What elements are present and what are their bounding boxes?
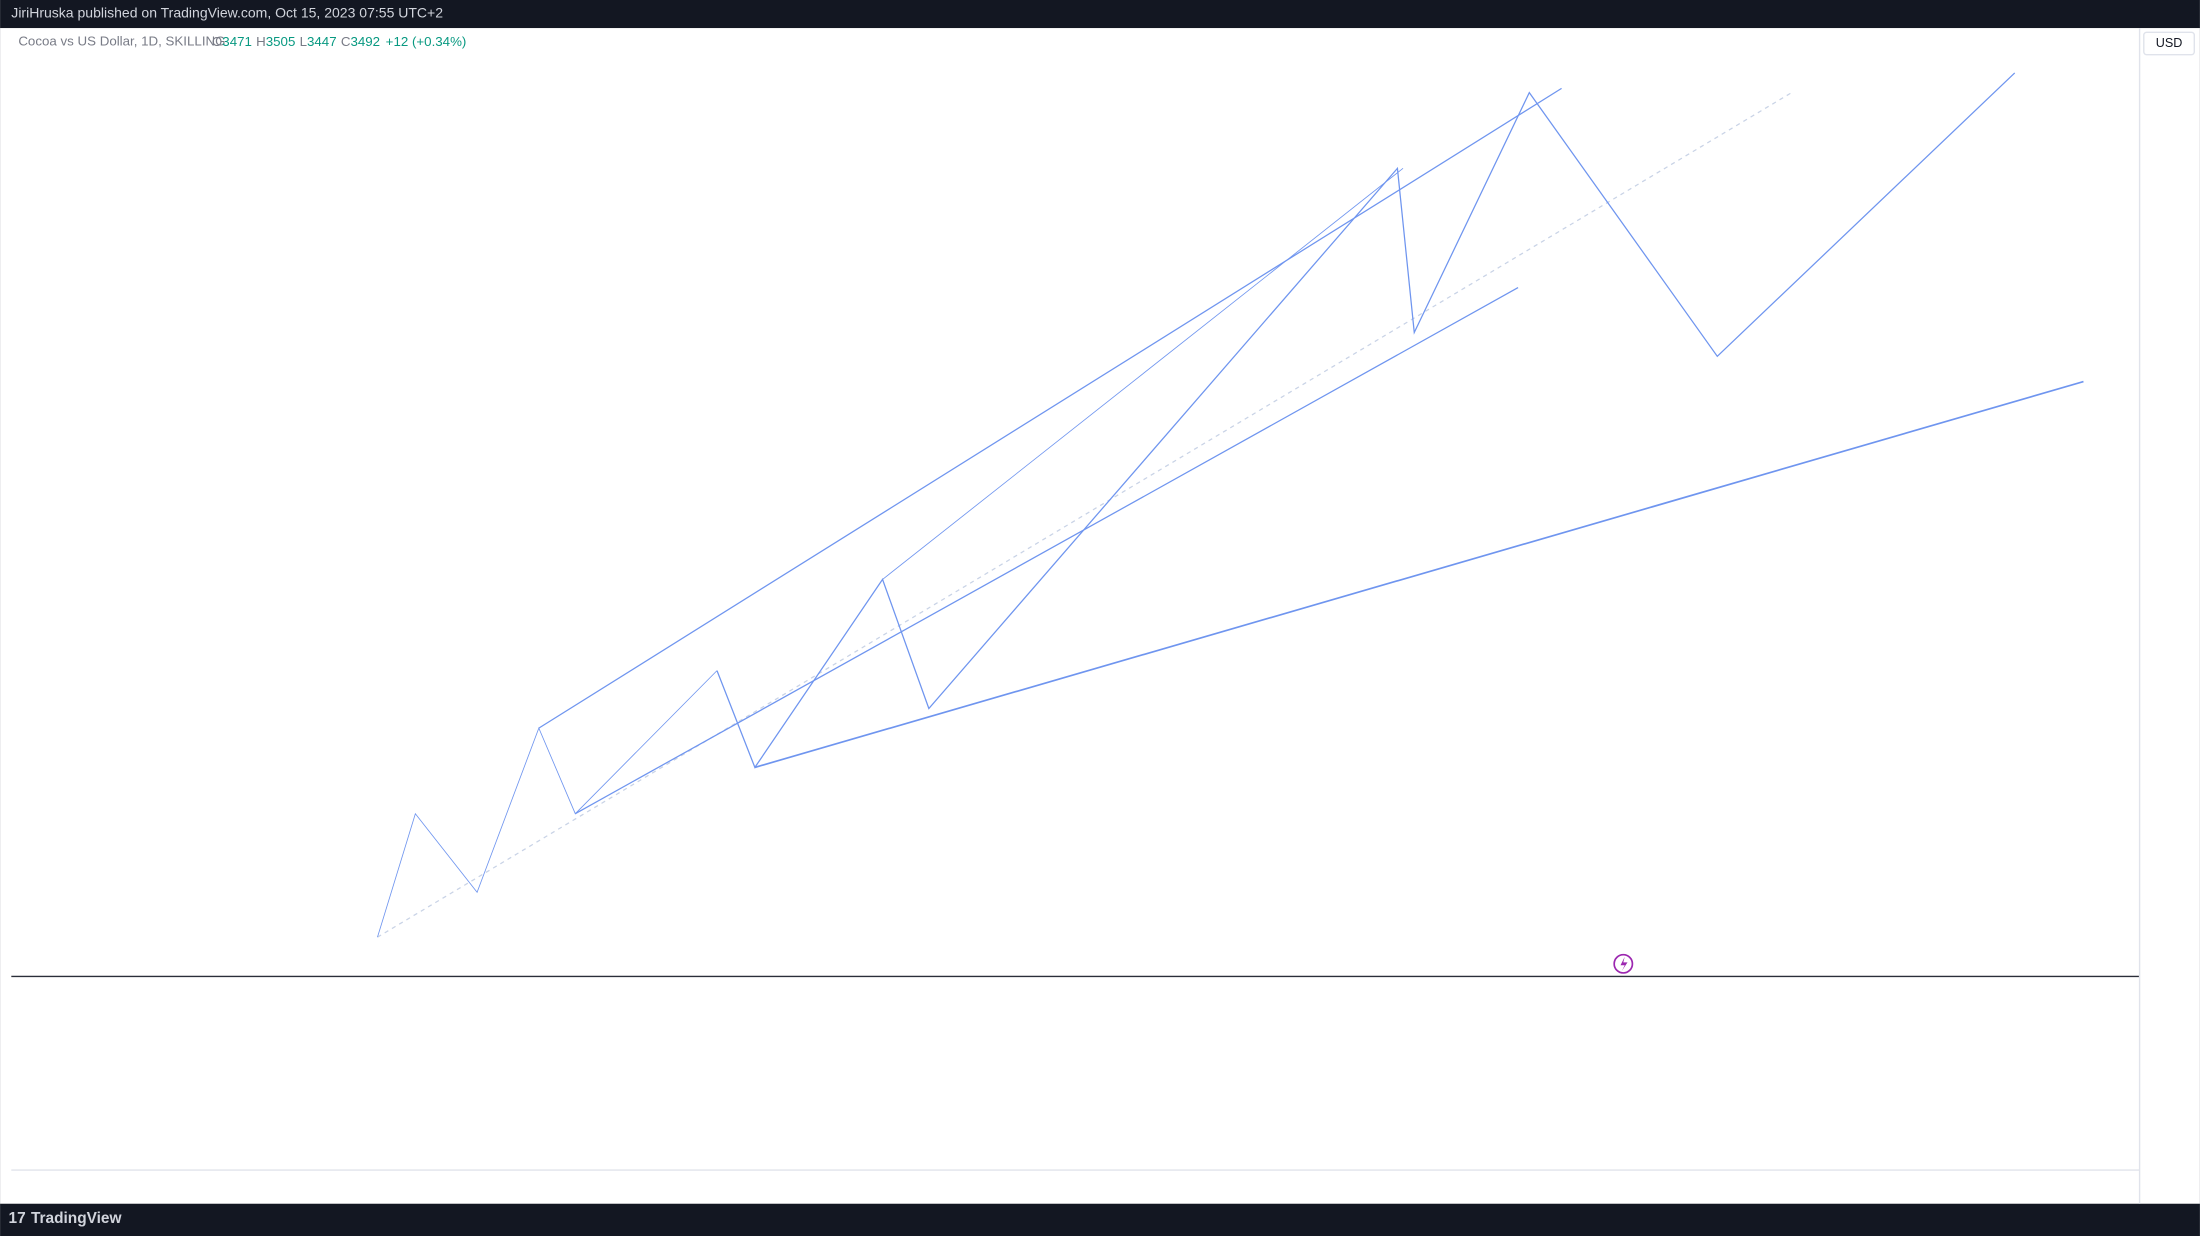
brand: TradingView	[31, 1210, 123, 1227]
event-icon-bolt	[1620, 956, 1628, 971]
ohlc-value: 3505	[266, 34, 296, 49]
trend-line	[574, 287, 1519, 815]
trend-line	[538, 87, 1562, 729]
ohlc-value: 3492	[350, 34, 380, 49]
currency-button[interactable]	[2143, 31, 2196, 56]
ohlc-key: O	[212, 34, 222, 49]
wave-path	[377, 670, 718, 938]
trend-lines	[377, 72, 2084, 938]
trend-line	[754, 380, 2084, 769]
ohlc-legend: O3471 H3505 L3447 C3492 +12 (+0.34%)	[212, 34, 466, 49]
chart-bg	[0, 28, 2200, 1204]
ohlc-value: 3447	[307, 34, 337, 49]
ohlc-key: L	[300, 34, 307, 49]
ohlc-value: 3471	[222, 34, 252, 49]
published-text: JiriHruska published on TradingView.com,…	[11, 5, 443, 21]
change: +12 (+0.34%)	[386, 34, 467, 49]
brand-logo: 17	[9, 1210, 26, 1227]
symbol-title: Cocoa vs US Dollar, 1D, SKILLING	[18, 34, 225, 49]
trend-line	[377, 92, 1792, 938]
event-icon[interactable]	[1613, 953, 1634, 974]
ohlc-key: H	[256, 34, 266, 49]
currency: USD	[2156, 36, 2183, 50]
ohlc-key: C	[341, 34, 351, 49]
wave-path	[716, 72, 2016, 769]
trend-line	[882, 168, 1404, 580]
